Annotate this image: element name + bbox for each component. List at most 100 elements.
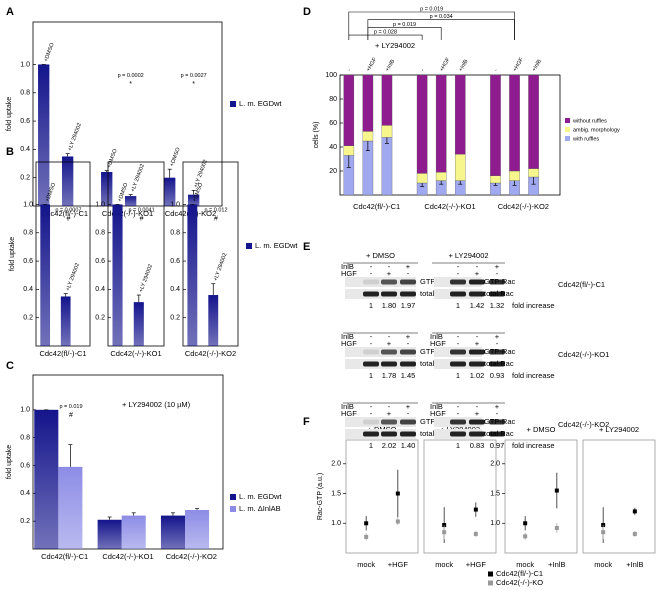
bar: [133, 302, 144, 346]
y-tick-label: 1.0: [490, 520, 500, 527]
category-label: Cdc42(fl/-)-C1: [353, 202, 400, 211]
y-tick-label: 0.8: [20, 434, 30, 441]
treatment-label: + DMSO: [366, 251, 395, 260]
bar-label: -: [420, 68, 426, 73]
bar-segment: [528, 168, 539, 178]
fold-value: 1.42: [470, 301, 485, 310]
legend-swatch: [230, 494, 236, 500]
bar-segment: [343, 74, 355, 146]
fold-value: 1.02: [470, 371, 485, 380]
blot-band: [400, 431, 416, 437]
factor-sign: -: [407, 409, 410, 418]
y-tick-label: 0.8: [23, 230, 33, 237]
band-label: total Rac: [484, 289, 514, 298]
y-tick-label: 1.0: [95, 201, 105, 208]
y-tick-label: 2.0: [331, 461, 341, 468]
p-value: p = 0.0027: [181, 73, 207, 79]
bar-label: +InlB: [531, 58, 543, 72]
fold-value: 1: [369, 441, 373, 450]
y-tick-label: 0.6: [20, 118, 30, 125]
blot-band: [469, 279, 485, 285]
y-tick-label: 2.0: [490, 461, 500, 468]
legend-label: Cdc42(fl/-)-C1: [496, 569, 543, 578]
dot: [554, 526, 559, 531]
factor-sign: -: [388, 262, 391, 271]
factor-sign: -: [457, 409, 460, 418]
factor-sign: -: [407, 269, 410, 278]
bar: [164, 177, 176, 206]
bar: [208, 295, 219, 346]
factor-sign: -: [496, 409, 499, 418]
panel-label: A: [6, 6, 14, 18]
p-value: p = 0.012: [204, 207, 227, 213]
category-label: +InlB: [626, 560, 643, 569]
factor-sign: +: [406, 332, 411, 341]
factor-sign: -: [370, 269, 373, 278]
category-label: Cdc42(-/-)-KO1: [424, 202, 475, 211]
factor-sign: +: [495, 332, 500, 341]
bar-label: -: [347, 68, 353, 73]
comparison-label: p = 0.019: [420, 6, 443, 12]
factor-sign: -: [457, 339, 460, 348]
y-axis-label: fold uptake: [9, 237, 16, 271]
cell-line-label: Cdc42(fl/-)-C1: [558, 280, 605, 289]
y-tick-label: 0.6: [23, 258, 33, 265]
p-value: p = 0.0041: [129, 207, 155, 213]
dot: [364, 534, 369, 539]
bar-segment: [454, 74, 466, 155]
blot-band: [489, 361, 505, 367]
blot-band: [450, 279, 466, 285]
y-tick-label: 1.0: [20, 407, 30, 414]
y-tick-label: 0.4: [170, 286, 180, 293]
factor-sign: +: [495, 402, 500, 411]
significance: #: [140, 216, 144, 223]
fold-value: 1: [456, 441, 460, 450]
bar: [97, 519, 122, 549]
category-label: mock: [357, 560, 375, 569]
factor-label: InlB: [341, 262, 354, 271]
band-label: total Rac: [484, 359, 514, 368]
significance: #: [214, 216, 218, 223]
fold-value: 0.97: [490, 441, 505, 450]
bar: [58, 466, 83, 549]
dot: [364, 521, 369, 526]
category-label: mock: [435, 560, 453, 569]
bar-label: +InlB: [385, 58, 397, 72]
legend-swatch: [230, 506, 236, 512]
blot-band: [469, 291, 485, 297]
bar-segment: [381, 74, 393, 126]
blot-background: [345, 429, 416, 439]
panel-label: E: [303, 241, 310, 253]
bar-segment: [528, 74, 539, 169]
fold-value: 1.78: [382, 371, 397, 380]
blot-band: [469, 361, 485, 367]
blot-band: [381, 279, 397, 285]
bar-segment: [435, 74, 447, 173]
factor-label: HGF: [341, 339, 357, 348]
y-tick-label: 1.5: [331, 490, 341, 497]
bar-label: -: [493, 68, 499, 73]
panel-label: B: [6, 146, 14, 158]
blot-band: [450, 291, 466, 297]
blot-band: [489, 419, 505, 425]
p-value: p = 0.0002: [118, 73, 144, 79]
p-value: p = 0.019: [59, 404, 82, 410]
legend-swatch: [565, 127, 570, 132]
factor-sign: +: [406, 402, 411, 411]
comparison-bracket: [367, 27, 442, 40]
legend-label: L. m. EGDwt: [239, 99, 282, 108]
category-label: Cdc42(fl/-)-C1: [39, 349, 86, 358]
factor-sign: -: [370, 402, 373, 411]
factor-label: InlB: [341, 332, 354, 341]
y-tick-label: 0.2: [20, 175, 30, 182]
dot: [632, 509, 637, 514]
factor-sign: +: [475, 409, 480, 418]
treatment-label: + LY294002: [448, 251, 488, 260]
plot-frame: [32, 21, 223, 207]
blot-background: [345, 347, 416, 357]
bar-segment: [362, 74, 374, 132]
blot-band: [381, 291, 397, 297]
bar-segment: [454, 154, 466, 181]
panel-label: D: [303, 6, 311, 18]
